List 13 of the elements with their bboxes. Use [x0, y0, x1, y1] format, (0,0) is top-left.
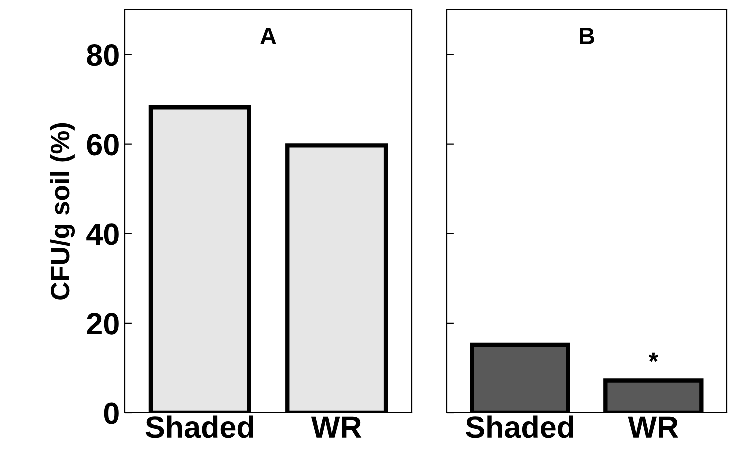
x-tick-label: WR — [628, 416, 678, 438]
text: A — [260, 28, 276, 44]
y-tick-label: 80 — [87, 44, 119, 66]
annotation: * — [648, 352, 659, 362]
y-axis-title: CFU/g soil (%) — [50, 123, 76, 300]
text: B — [580, 28, 594, 44]
y-tick-label: 20 — [87, 313, 119, 335]
x-tick-label: Shaded — [146, 416, 254, 438]
y-tick-label: 40 — [86, 224, 119, 246]
y-tick-label: 60 — [87, 134, 119, 156]
x-tick-label: WR — [311, 416, 362, 438]
y-tick-label: 0 — [104, 402, 119, 424]
x-tick-label: Shaded — [466, 416, 574, 438]
